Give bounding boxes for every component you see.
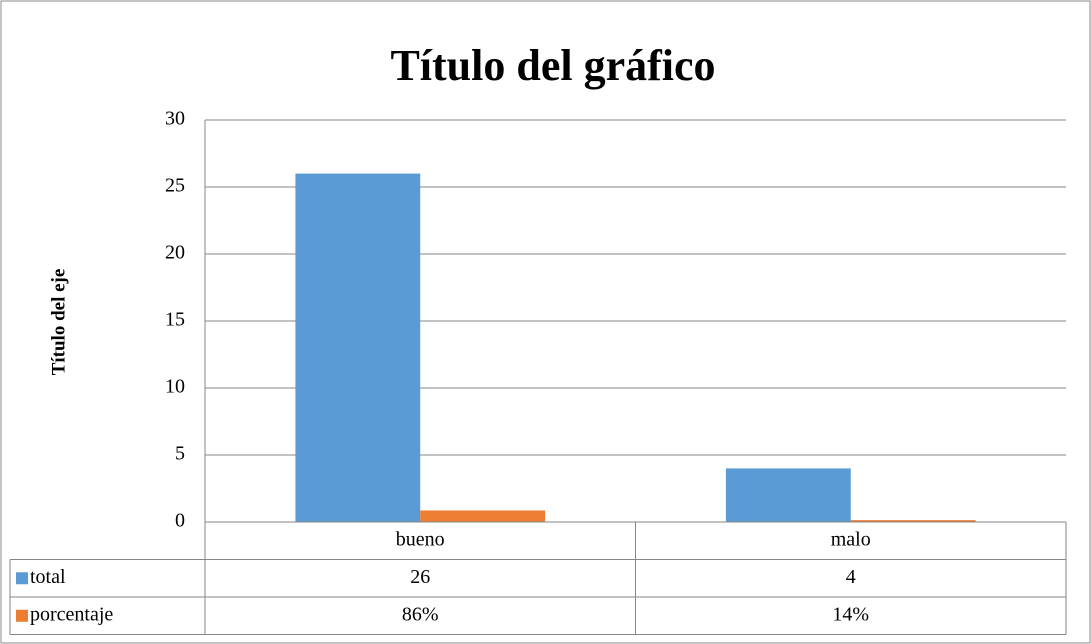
x-tick-label: malo: [831, 528, 871, 550]
bar: [420, 510, 546, 522]
y-tick-label: 20: [165, 242, 185, 264]
legend-label: total: [30, 566, 66, 588]
bar: [725, 468, 851, 522]
bar: [850, 520, 976, 522]
y-tick-label: 15: [165, 309, 185, 331]
y-tick-label: 30: [165, 108, 185, 130]
chart-title: Título del gráfico: [390, 41, 715, 90]
y-axis-title: Título del eje: [48, 269, 69, 376]
y-tick-label: 10: [165, 376, 185, 398]
bar: [295, 173, 421, 522]
legend-swatch: [16, 572, 28, 585]
legend-swatch: [16, 609, 28, 622]
legend-label: porcentaje: [30, 603, 113, 625]
x-tick-label: bueno: [396, 528, 445, 550]
y-tick-label: 5: [175, 443, 185, 465]
table-value: 14%: [832, 603, 869, 625]
table-value: 26: [410, 566, 430, 588]
y-tick-label: 0: [175, 510, 185, 532]
table-value: 4: [846, 566, 856, 588]
table-value: 86%: [402, 603, 439, 625]
y-tick-label: 25: [165, 175, 185, 197]
